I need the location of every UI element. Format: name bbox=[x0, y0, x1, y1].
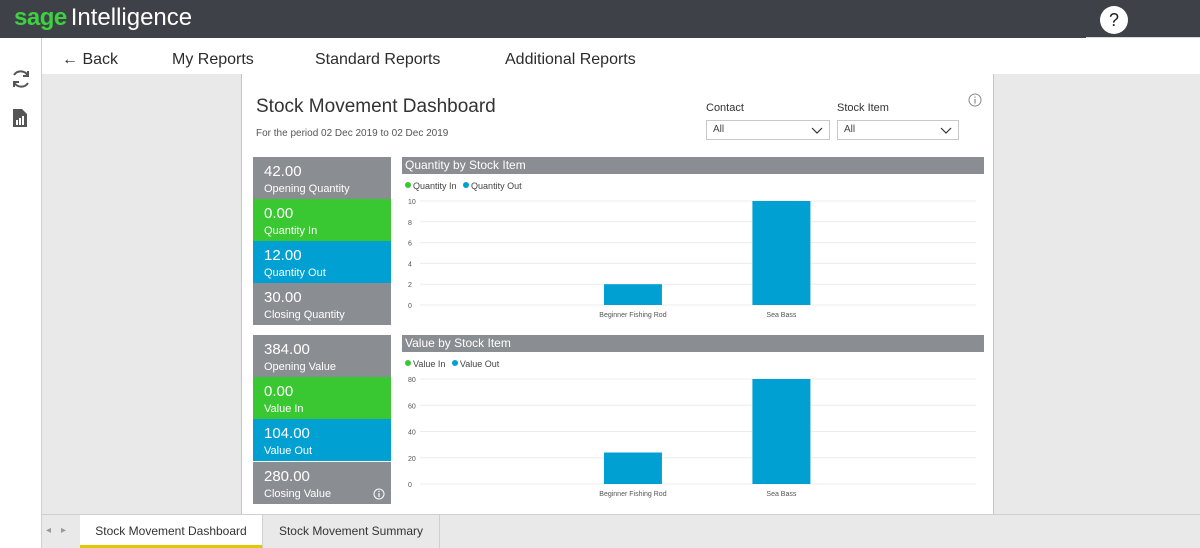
chevron-down-icon bbox=[811, 127, 823, 134]
report-title: Stock Movement Dashboard bbox=[256, 96, 496, 117]
kpi-label: Value Out bbox=[264, 445, 313, 457]
kpi-label: Opening Value bbox=[264, 361, 336, 373]
legend-label: Quantity Out bbox=[471, 181, 522, 191]
kpi-value: 12.00 bbox=[264, 247, 302, 264]
nav-standard-reports[interactable]: Standard Reports bbox=[315, 51, 441, 68]
legend-item: Quantity In bbox=[405, 181, 457, 191]
y-tick-label: 60 bbox=[408, 403, 416, 410]
kpi-value: 0.00 bbox=[264, 383, 294, 400]
contact-filter-select[interactable]: All bbox=[706, 120, 830, 140]
kpi-value: 280.00 bbox=[264, 468, 310, 485]
kpi-quantity-in: 0.00 Quantity In bbox=[253, 199, 391, 241]
nav-additional-reports[interactable]: Additional Reports bbox=[505, 51, 636, 68]
legend-label: Value Out bbox=[459, 359, 500, 369]
refresh-icon[interactable] bbox=[10, 68, 32, 90]
stock-item-filter-label: Stock Item bbox=[837, 102, 889, 114]
legend-label: Quantity In bbox=[413, 181, 457, 191]
bar bbox=[752, 201, 811, 305]
bar bbox=[603, 452, 662, 484]
chart-title: Value by Stock Item bbox=[402, 335, 984, 352]
report-period: For the period 02 Dec 2019 to 02 Dec 201… bbox=[256, 128, 449, 139]
report-icon[interactable] bbox=[12, 108, 28, 128]
stock-item-filter-select[interactable]: All bbox=[837, 120, 959, 140]
value-chart: Value by Stock Item Value In Value Out 0… bbox=[402, 335, 984, 505]
y-tick-label: 40 bbox=[408, 430, 416, 437]
kpi-label: Quantity Out bbox=[264, 267, 326, 279]
report-canvas: Stock Movement Dashboard For the period … bbox=[241, 74, 994, 514]
report-nav: ← Back My Reports Standard Reports Addit… bbox=[42, 38, 1200, 74]
chart-legend: Value In Value Out bbox=[405, 359, 503, 369]
x-tick-label: Beginner Fishing Rod bbox=[599, 312, 666, 319]
legend-label: Value In bbox=[413, 359, 446, 369]
y-tick-label: 4 bbox=[408, 261, 412, 268]
top-bar: sage Intelligence ? bbox=[0, 0, 1200, 38]
kpi-value-in: 0.00 Value In bbox=[253, 377, 391, 419]
contact-filter-label: Contact bbox=[706, 102, 744, 114]
bar bbox=[603, 284, 662, 305]
logo-brand: sage bbox=[14, 4, 67, 31]
tab-scroll-left-icon[interactable]: ◂ bbox=[46, 525, 62, 536]
chevron-down-icon bbox=[940, 127, 952, 134]
kpi-value: 104.00 bbox=[264, 425, 310, 442]
kpi-value-out: 104.00 Value Out bbox=[253, 419, 391, 461]
tab-stock-movement-dashboard[interactable]: Stock Movement Dashboard bbox=[80, 515, 262, 548]
chart-plot: 0 20 40 60 80 Beginner Fishing Rod Sea Bass bbox=[408, 377, 976, 498]
sheet-tab-bar: ◂▸ Stock Movement Dashboard Stock Moveme… bbox=[42, 514, 1200, 548]
kpi-value: 384.00 bbox=[264, 341, 310, 358]
contact-filter-value: All bbox=[713, 124, 725, 135]
kpi-label: Closing Value bbox=[264, 488, 332, 500]
legend-dot bbox=[405, 182, 411, 188]
logo-product: Intelligence bbox=[70, 4, 193, 31]
left-rail bbox=[0, 38, 42, 548]
stock-item-filter-value: All bbox=[844, 124, 856, 135]
kpi-label: Quantity In bbox=[264, 225, 318, 237]
y-tick-label: 0 bbox=[408, 303, 412, 310]
tab-scroll-right-icon[interactable]: ▸ bbox=[61, 525, 77, 536]
y-tick-label: 0 bbox=[408, 482, 412, 489]
tab-stock-movement-summary[interactable]: Stock Movement Summary bbox=[262, 515, 440, 548]
back-link[interactable]: ← Back bbox=[62, 51, 119, 68]
kpi-label: Value In bbox=[264, 403, 304, 415]
legend-item: Value Out bbox=[451, 359, 500, 369]
kpi-opening-quantity: 42.00 Opening Quantity bbox=[253, 157, 391, 199]
kpi-value: 30.00 bbox=[264, 289, 302, 306]
info-icon[interactable] bbox=[373, 488, 385, 500]
y-tick-label: 2 bbox=[408, 282, 412, 289]
y-tick-label: 10 bbox=[408, 199, 416, 206]
x-tick-label: Sea Bass bbox=[766, 491, 796, 498]
kpi-opening-value: 384.00 Opening Value bbox=[253, 335, 391, 377]
legend-dot bbox=[463, 182, 470, 188]
legend-item: Value In bbox=[405, 359, 445, 369]
chart-plot: 0 2 4 6 8 10 Beginner Fishing Rod Sea Bass bbox=[408, 199, 976, 319]
kpi-closing-quantity: 30.00 Closing Quantity bbox=[253, 283, 391, 325]
legend-item: Quantity Out bbox=[463, 181, 522, 191]
sage-intelligence-logo: sage Intelligence bbox=[14, 4, 192, 32]
x-tick-label: Beginner Fishing Rod bbox=[599, 491, 666, 498]
tab-scroll-arrows[interactable]: ◂▸ bbox=[42, 525, 78, 536]
nav-my-reports[interactable]: My Reports bbox=[172, 51, 254, 68]
y-tick-label: 8 bbox=[408, 220, 412, 227]
info-icon[interactable] bbox=[968, 93, 982, 107]
kpi-quantity-out: 12.00 Quantity Out bbox=[253, 241, 391, 283]
legend-dot bbox=[405, 360, 411, 366]
y-tick-label: 20 bbox=[408, 456, 416, 463]
kpi-closing-value: 280.00 Closing Value bbox=[253, 462, 391, 504]
chart-title: Quantity by Stock Item bbox=[402, 157, 984, 174]
kpi-label: Closing Quantity bbox=[264, 309, 345, 321]
y-tick-label: 6 bbox=[408, 241, 412, 248]
kpi-value: 42.00 bbox=[264, 163, 302, 180]
x-tick-label: Sea Bass bbox=[766, 312, 796, 319]
chart-legend: Quantity In Quantity Out bbox=[405, 181, 526, 191]
legend-dot bbox=[451, 360, 458, 366]
y-tick-label: 80 bbox=[408, 377, 416, 384]
kpi-value: 0.00 bbox=[264, 205, 294, 222]
bar bbox=[752, 379, 811, 484]
help-button[interactable]: ? bbox=[1100, 6, 1128, 34]
quantity-chart: Quantity by Stock Item Quantity In Quant… bbox=[402, 157, 984, 323]
kpi-label: Opening Quantity bbox=[264, 183, 350, 195]
